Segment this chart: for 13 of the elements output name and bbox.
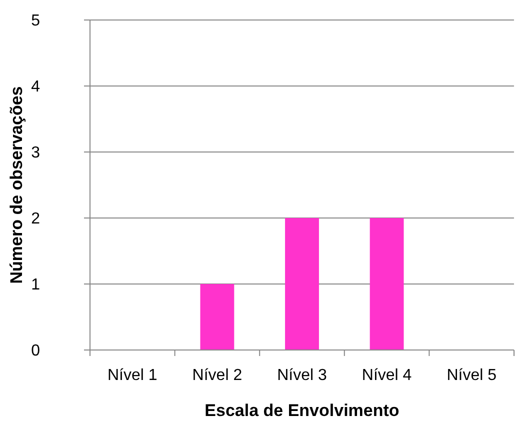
x-axis-title: Escala de Envolvimento xyxy=(204,401,400,420)
x-tick-label: Nível 1 xyxy=(108,367,158,384)
y-axis-title: Número de observações xyxy=(7,86,26,284)
y-tick-label: 4 xyxy=(31,78,40,96)
x-tick-label: Nível 3 xyxy=(277,367,327,384)
x-tick-label: Nível 2 xyxy=(192,367,242,384)
y-tick-label: 3 xyxy=(31,144,40,162)
y-tick-label: 1 xyxy=(31,276,40,294)
y-tick-label: 5 xyxy=(31,12,40,30)
y-tick-label: 2 xyxy=(31,210,40,228)
y-tick-label: 0 xyxy=(31,342,40,360)
x-tick-label: Nível 5 xyxy=(446,367,497,384)
x-tick-label: Nível 4 xyxy=(362,367,412,384)
